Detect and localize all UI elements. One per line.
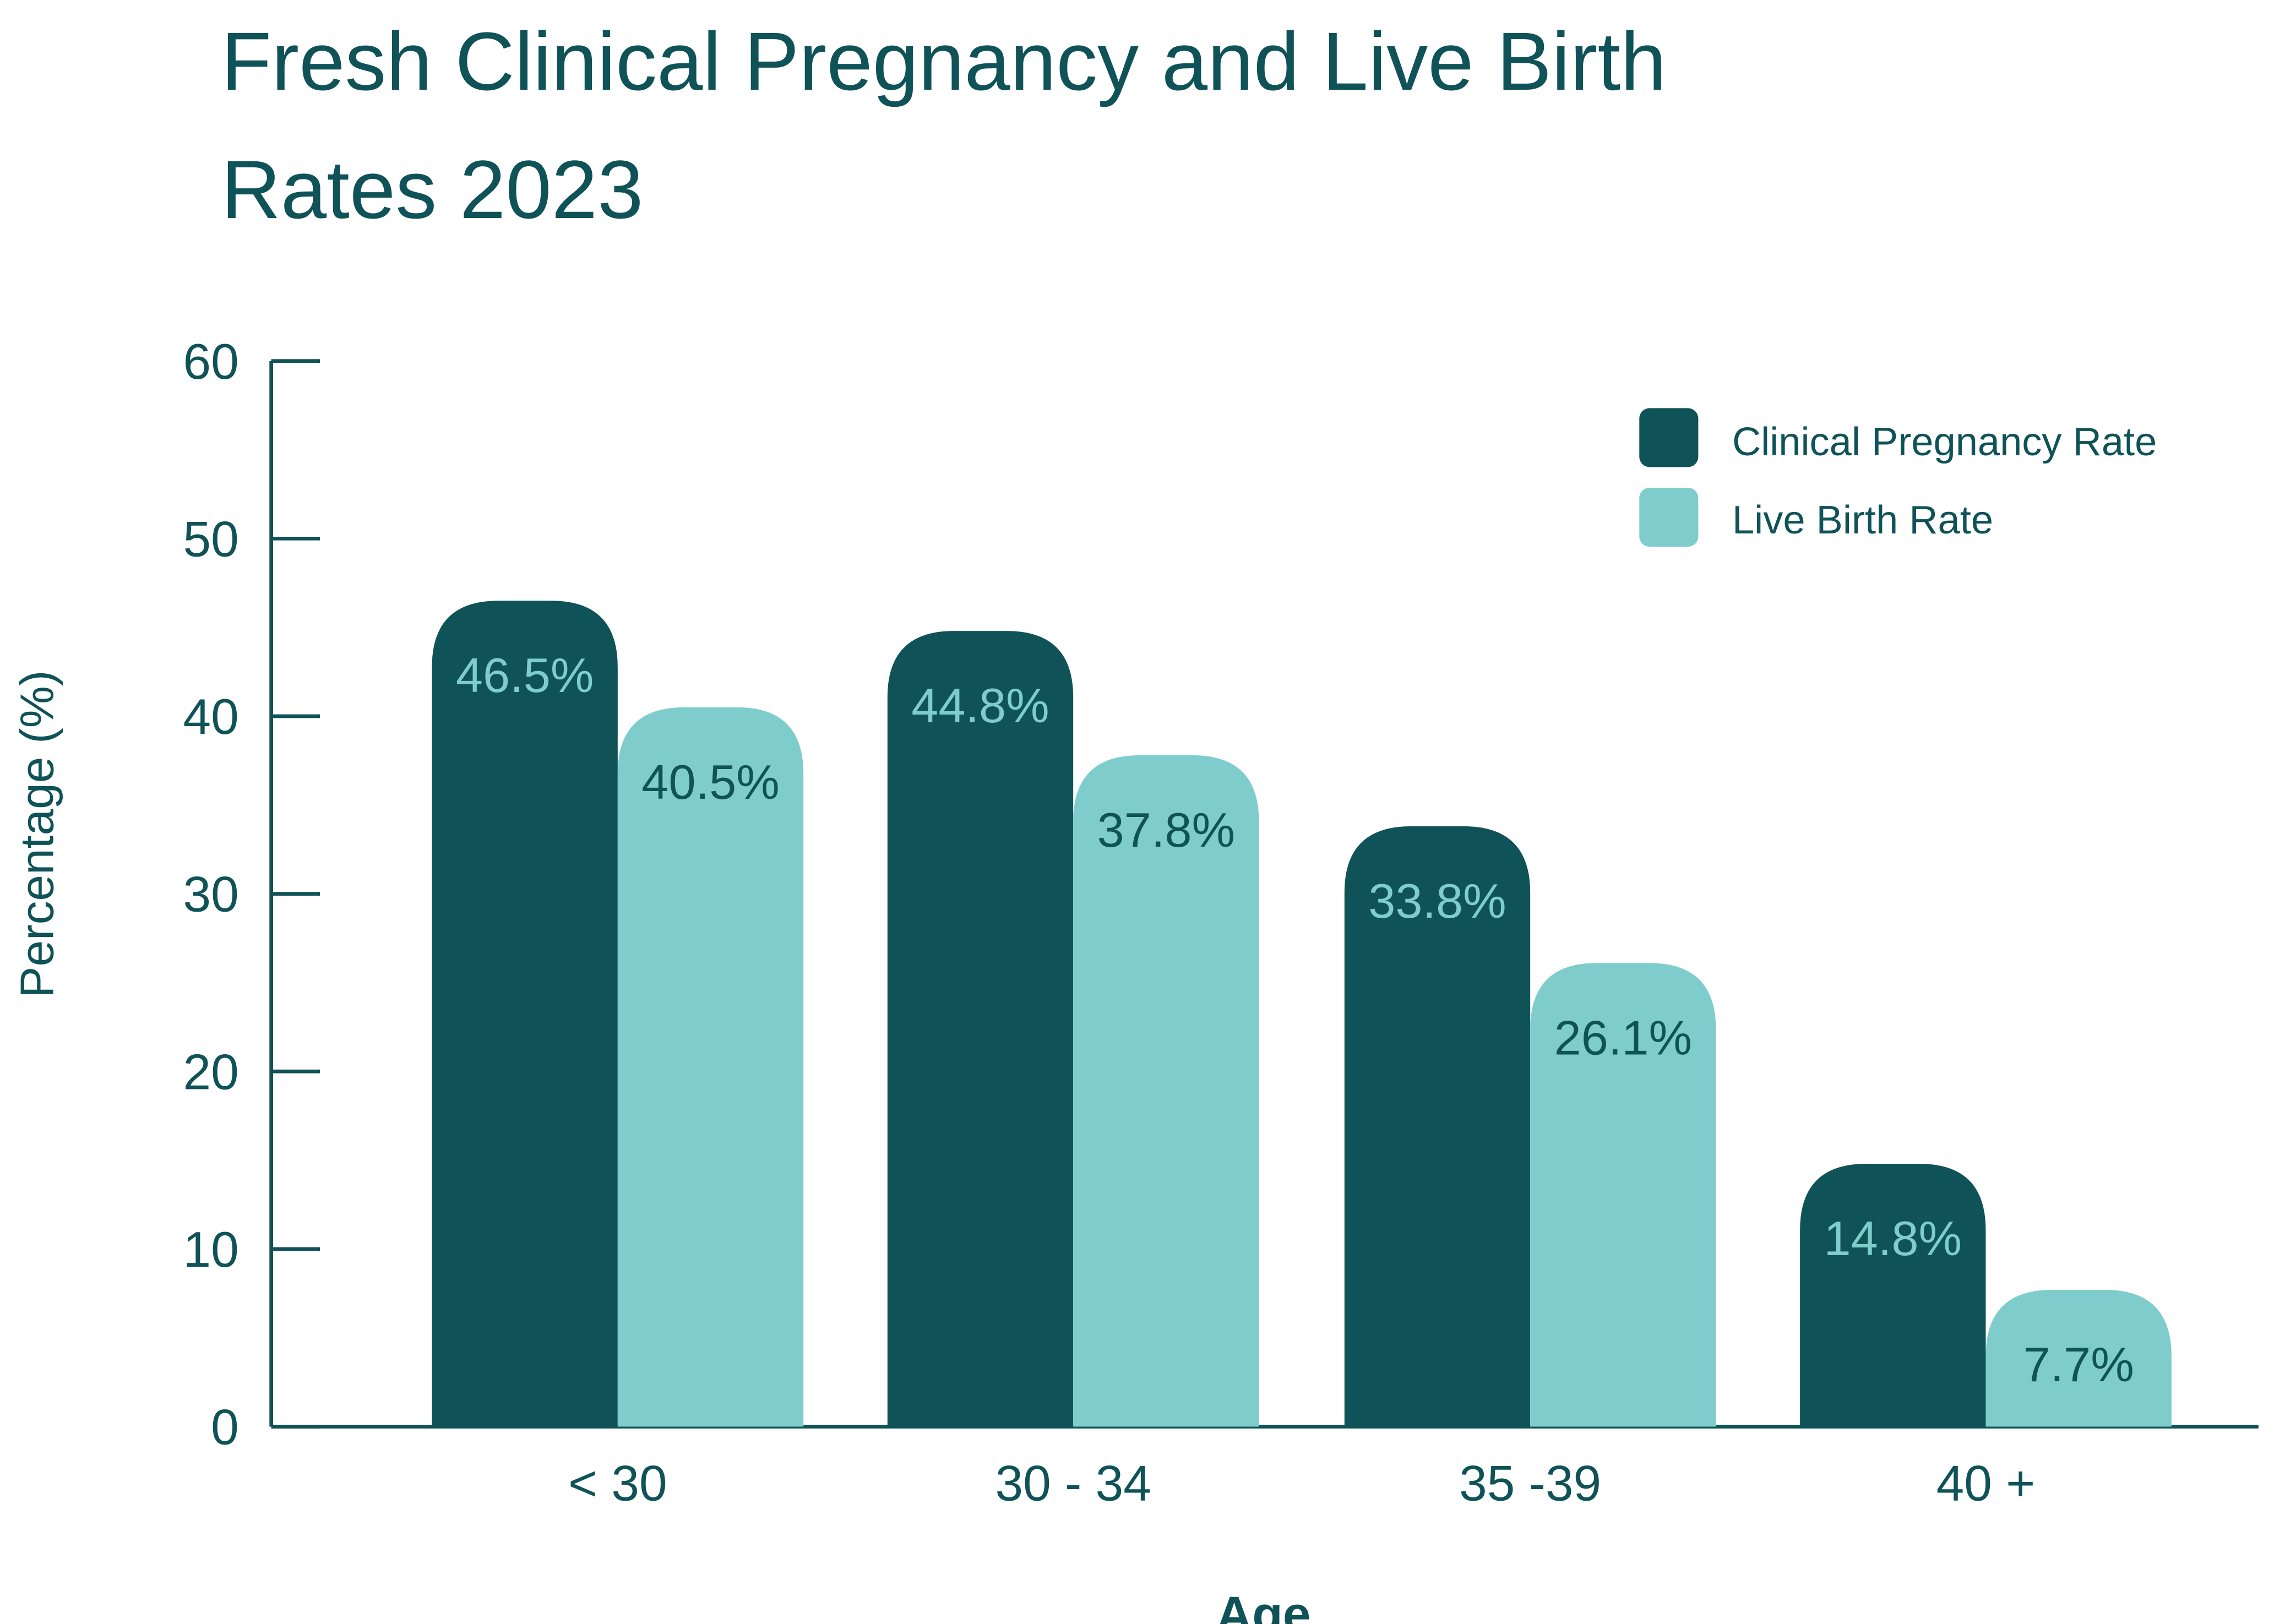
bar-live-birth (1530, 963, 1716, 1427)
x-tick-label: < 30 (568, 1456, 667, 1511)
bar-clinical-pregnancy (1344, 826, 1531, 1427)
data-label: 40.5% (641, 755, 780, 809)
legend-swatch-clinical-pregnancy (1639, 408, 1699, 467)
bar-live-birth (1985, 1290, 2172, 1427)
legend: Clinical Pregnancy Rate Live Birth Rate (1639, 408, 2157, 547)
bar-clinical-pregnancy (1800, 1163, 1986, 1427)
chart-title-line-2: Rates 2023 (221, 143, 644, 236)
bar-live-birth (617, 707, 804, 1427)
x-tick-label: 35 -39 (1459, 1456, 1601, 1511)
y-tick-label: 0 (211, 1400, 239, 1456)
y-tick-label: 10 (183, 1222, 238, 1278)
y-tick-label: 30 (183, 867, 238, 923)
data-label: 44.8% (911, 678, 1049, 733)
data-label: 26.1% (1554, 1010, 1693, 1065)
bar-clinical-pregnancy (432, 601, 618, 1427)
bar-live-birth (1073, 755, 1259, 1427)
y-tick-label: 20 (183, 1044, 238, 1100)
legend-label-live-birth: Live Birth Rate (1732, 498, 1993, 542)
x-tick-label: 40 + (1936, 1456, 2036, 1511)
data-label: 14.8% (1824, 1211, 1962, 1266)
y-axis-label: Percentage (%) (10, 671, 63, 998)
y-tick-label: 60 (183, 334, 238, 390)
chart-title-line-1: Fresh Clinical Pregnancy and Live Birth (221, 15, 1667, 107)
x-tick-label: 30 - 34 (995, 1456, 1151, 1511)
x-axis-label: Age (1216, 1587, 1311, 1624)
legend-label-clinical-pregnancy: Clinical Pregnancy Rate (1732, 420, 2157, 464)
data-label: 7.7% (2023, 1337, 2134, 1392)
data-label: 46.5% (456, 648, 594, 702)
y-tick-label: 50 (183, 511, 238, 567)
data-label: 33.8% (1368, 874, 1506, 928)
legend-swatch-live-birth (1639, 487, 1699, 547)
y-tick-label: 40 (183, 689, 238, 745)
data-label: 37.8% (1097, 803, 1236, 857)
bar-clinical-pregnancy (887, 631, 1074, 1427)
